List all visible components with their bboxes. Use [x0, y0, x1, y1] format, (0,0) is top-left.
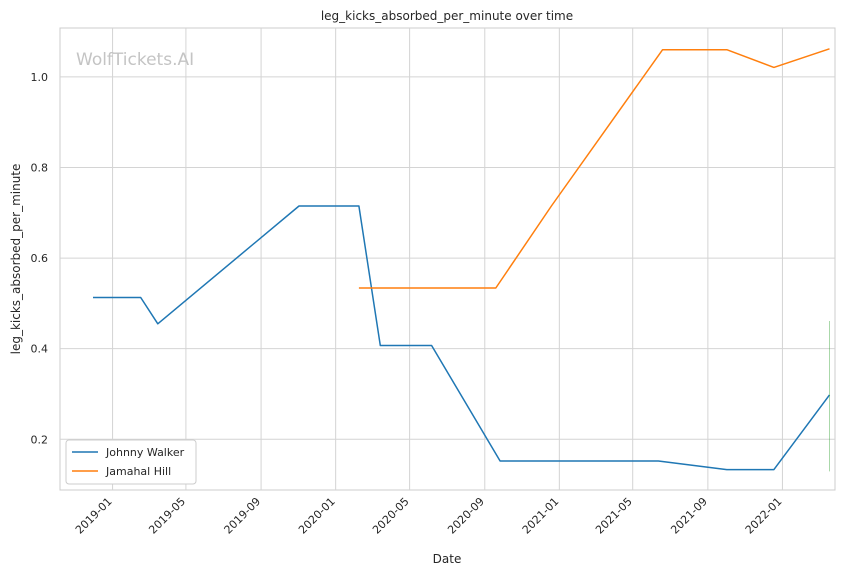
x-axis-label: Date — [433, 552, 462, 566]
plot-area — [59, 27, 836, 491]
y-axis-label: leg_kicks_absorbed_per_minute — [9, 164, 23, 355]
x-tick-label: 2020-01 — [296, 495, 338, 537]
x-tick-label: 2021-09 — [668, 495, 710, 537]
y-tick-label: 0.4 — [31, 343, 49, 356]
y-tick-label: 1.0 — [31, 71, 49, 84]
y-tick-label: 0.2 — [31, 433, 49, 446]
y-tick-label: 0.6 — [31, 252, 49, 265]
x-tick-label: 2022-01 — [743, 495, 785, 537]
series-line-jamahal-hill — [358, 48, 830, 289]
series-lines — [93, 48, 831, 471]
watermark: WolfTickets.AI — [76, 50, 194, 70]
y-tick-label: 0.8 — [31, 162, 49, 175]
x-tick-label: 2021-05 — [593, 495, 635, 537]
legend-label-johnny-walker: Johnny Walker — [105, 446, 185, 459]
legend-box — [65, 439, 197, 485]
x-tick-label: 2019-09 — [222, 495, 264, 537]
chart-title: leg_kicks_absorbed_per_minute over time — [321, 9, 573, 23]
x-tick-labels: 2019-01 2019-05 2019-09 2020-01 2020-05 2020-… — [73, 495, 785, 537]
x-tick-label: 2021-01 — [520, 495, 562, 537]
y-tick-labels: 0.2 0.4 0.6 0.8 1.0 — [31, 71, 49, 446]
series-line-johnny-walker — [93, 205, 831, 471]
x-tick-label: 2020-09 — [445, 495, 487, 537]
legend: Johnny Walker Jamahal Hill — [65, 439, 197, 485]
x-tick-label: 2020-05 — [370, 495, 412, 537]
grid-lines — [60, 28, 835, 490]
x-tick-label: 2019-05 — [146, 495, 188, 537]
legend-label-jamahal-hill: Jamahal Hill — [105, 465, 171, 478]
x-tick-label: 2019-01 — [73, 495, 115, 537]
